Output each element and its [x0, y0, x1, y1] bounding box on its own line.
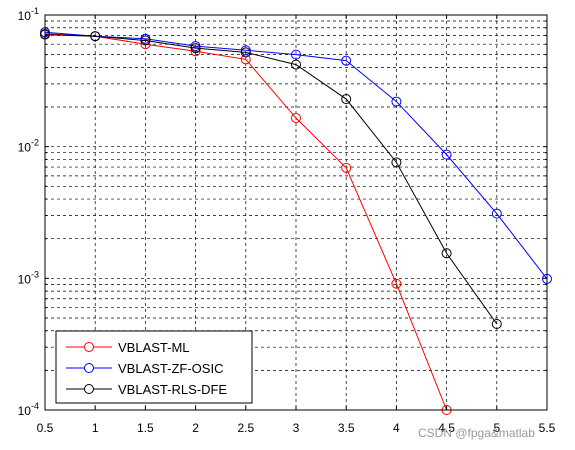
series-layer — [40, 27, 552, 415]
x-tick-label: 1 — [92, 421, 99, 435]
y-tick-exponent: -4 — [31, 401, 39, 411]
data-point — [391, 278, 402, 289]
y-tick-exponent: -2 — [31, 138, 39, 148]
legend-item: VBLAST-ZF-OSIC — [66, 361, 223, 376]
y-tick-base: 10 — [18, 9, 32, 23]
y-tick-base: 10 — [18, 141, 32, 155]
data-point — [441, 149, 452, 160]
x-tick-label: 3.5 — [338, 421, 355, 435]
data-point — [391, 96, 402, 107]
data-point — [291, 49, 301, 60]
data-point — [491, 318, 502, 329]
x-tick-label: 2 — [192, 421, 199, 435]
legend-marker — [84, 342, 94, 352]
data-point — [291, 113, 301, 124]
data-point — [391, 157, 402, 168]
y-tick-base: 10 — [18, 272, 32, 286]
x-tick-label: 4 — [393, 421, 400, 435]
x-tick-label: 5 — [493, 421, 500, 435]
data-point — [190, 46, 201, 57]
x-tick-labels: 0.5 1 1.5 2 2.5 3 3.5 4 4.5 5 5.5 — [37, 421, 556, 435]
x-tick-label: 1.5 — [137, 421, 154, 435]
legend-label: VBLAST-ZF-OSIC — [118, 361, 223, 376]
watermark-text: CSDN @fpga&matlab — [418, 426, 535, 440]
legend-label: VBLAST-ML — [118, 340, 190, 355]
series-line — [44, 34, 498, 325]
y-tick-label: 10-4 — [18, 401, 39, 418]
legend: VBLAST-ML VBLAST-ZF-OSIC VBLAST-RLS-DFE — [55, 330, 253, 404]
y-tick-labels: 10-410-310-210-1 — [18, 6, 39, 418]
x-tick-label: 5.5 — [539, 421, 556, 435]
data-point — [441, 248, 452, 259]
data-point — [341, 94, 352, 105]
y-tick-exponent: -1 — [31, 6, 39, 16]
series-line — [44, 31, 548, 280]
y-tick-label: 10-2 — [18, 138, 39, 155]
legend-label: VBLAST-RLS-DFE — [118, 382, 227, 397]
data-point — [90, 31, 101, 42]
y-tick-label: 10-3 — [18, 269, 39, 286]
x-tick-label: 0.5 — [37, 421, 54, 435]
legend-item: VBLAST-ML — [66, 340, 190, 355]
data-point — [341, 55, 352, 66]
data-point — [140, 39, 151, 50]
axis-ticks — [44, 15, 548, 410]
data-point — [341, 162, 352, 173]
data-point — [291, 59, 301, 70]
series-line — [44, 33, 448, 411]
legend-item: VBLAST-RLS-DFE — [66, 382, 227, 397]
legend-marker — [84, 363, 94, 373]
x-tick-label: 3 — [293, 421, 300, 435]
data-point — [491, 208, 502, 219]
data-point — [140, 35, 151, 46]
data-point — [240, 47, 251, 58]
y-tick-exponent: -3 — [31, 269, 39, 279]
data-point — [190, 43, 201, 54]
legend-marker — [84, 384, 94, 394]
x-tick-label: 4.5 — [438, 421, 455, 435]
x-tick-label: 2.5 — [237, 421, 254, 435]
y-tick-base: 10 — [18, 404, 32, 418]
y-tick-label: 10-1 — [18, 6, 39, 23]
